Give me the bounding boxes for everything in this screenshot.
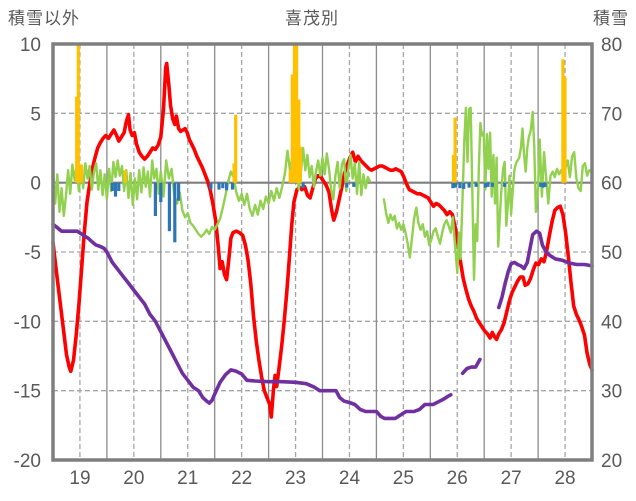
blue-bars-bar [159, 182, 163, 203]
orange-bars-bar [292, 44, 297, 183]
left-axis-title: 積雪以外 [8, 9, 80, 28]
orange-bars-bar [453, 117, 457, 183]
blue-bars-bar [225, 182, 229, 191]
x-axis-tick-label: 24 [339, 468, 361, 489]
x-axis-tick-label: 22 [231, 468, 252, 489]
blue-bars-bar [474, 182, 478, 187]
left-axis-tick-label: 5 [30, 104, 41, 125]
blue-bars-bar [153, 182, 157, 216]
blue-bars-bar [217, 182, 221, 190]
green-line [51, 106, 594, 281]
orange-bars-bar [290, 74, 294, 183]
blue-bars-bar [541, 182, 545, 188]
blue-bars-bar [167, 182, 171, 232]
orange-bars-bar [298, 146, 302, 183]
orange-bars-bar [234, 114, 238, 183]
purple-line [51, 222, 594, 421]
blue-bars-bar [486, 182, 490, 187]
x-axis-tick-label: 20 [123, 468, 144, 489]
blue-bars-bar [503, 182, 507, 187]
right-axis-tick-label: 40 [601, 312, 622, 333]
blue-bars-bar [451, 182, 455, 189]
orange-bars-bar [76, 44, 80, 183]
x-axis-tick-label: 25 [393, 468, 414, 489]
blue-bars-bar [209, 182, 213, 190]
x-axis-tick-label: 27 [501, 468, 522, 489]
x-axis-tick-label: 26 [447, 468, 468, 489]
blue-bars-bar [454, 182, 458, 188]
blue-bars-bar [462, 182, 466, 189]
left-axis-tick-label: 10 [20, 35, 41, 56]
blue-bars-bar [483, 182, 487, 188]
orange-bars-bar [123, 170, 127, 183]
red-line [51, 61, 594, 419]
x-axis-tick-label: 28 [554, 468, 575, 489]
blue-bars-bar [110, 182, 114, 191]
orange-bars-bar [295, 44, 299, 183]
orange-bars-bar [563, 77, 567, 183]
blue-bars-bar [113, 182, 118, 197]
blue-bars-bar [539, 182, 543, 187]
orange-bars-bar [561, 59, 565, 183]
left-axis-tick-label: -15 [14, 382, 41, 403]
x-axis-tick-label: 19 [69, 468, 90, 489]
x-axis-tick-label: 21 [177, 468, 198, 489]
blue-bars-bar [221, 182, 225, 189]
blue-bars-bar [117, 182, 121, 191]
blue-bars-bar [490, 182, 494, 187]
blue-bars-bar [301, 182, 305, 189]
left-axis-tick-label: -20 [14, 451, 41, 472]
right-axis-tick-label: 30 [601, 382, 622, 403]
blue-bars-bar [458, 182, 462, 189]
plot-frame [51, 42, 594, 462]
right-axis-tick-label: 50 [601, 243, 622, 264]
blue-bars-bar [345, 182, 349, 188]
right-axis-tick-label: 20 [601, 451, 622, 472]
left-axis-tick-label: -5 [24, 243, 41, 264]
right-axis-title: 積雪 [593, 9, 629, 28]
right-axis-tick-label: 80 [601, 35, 622, 56]
right-axis-tick-label: 70 [601, 104, 622, 125]
orange-bars-bar [80, 164, 84, 183]
left-axis-tick-label: 0 [30, 174, 41, 195]
orange-bars-bar [297, 99, 301, 183]
chart-title: 喜茂別 [285, 9, 339, 28]
x-axis-tick-label: 23 [285, 468, 306, 489]
right-axis-tick-label: 60 [601, 174, 622, 195]
left-axis-tick-label: -10 [14, 312, 41, 333]
blue-bars-bar [467, 182, 471, 188]
blue-bars-bar [177, 182, 181, 201]
blue-bars-bar [230, 182, 235, 190]
blue-bars-bar [543, 182, 547, 187]
blue-bars-bar [352, 182, 356, 187]
orange-bars-bar [288, 170, 292, 183]
blue-bars-bar [173, 182, 177, 243]
